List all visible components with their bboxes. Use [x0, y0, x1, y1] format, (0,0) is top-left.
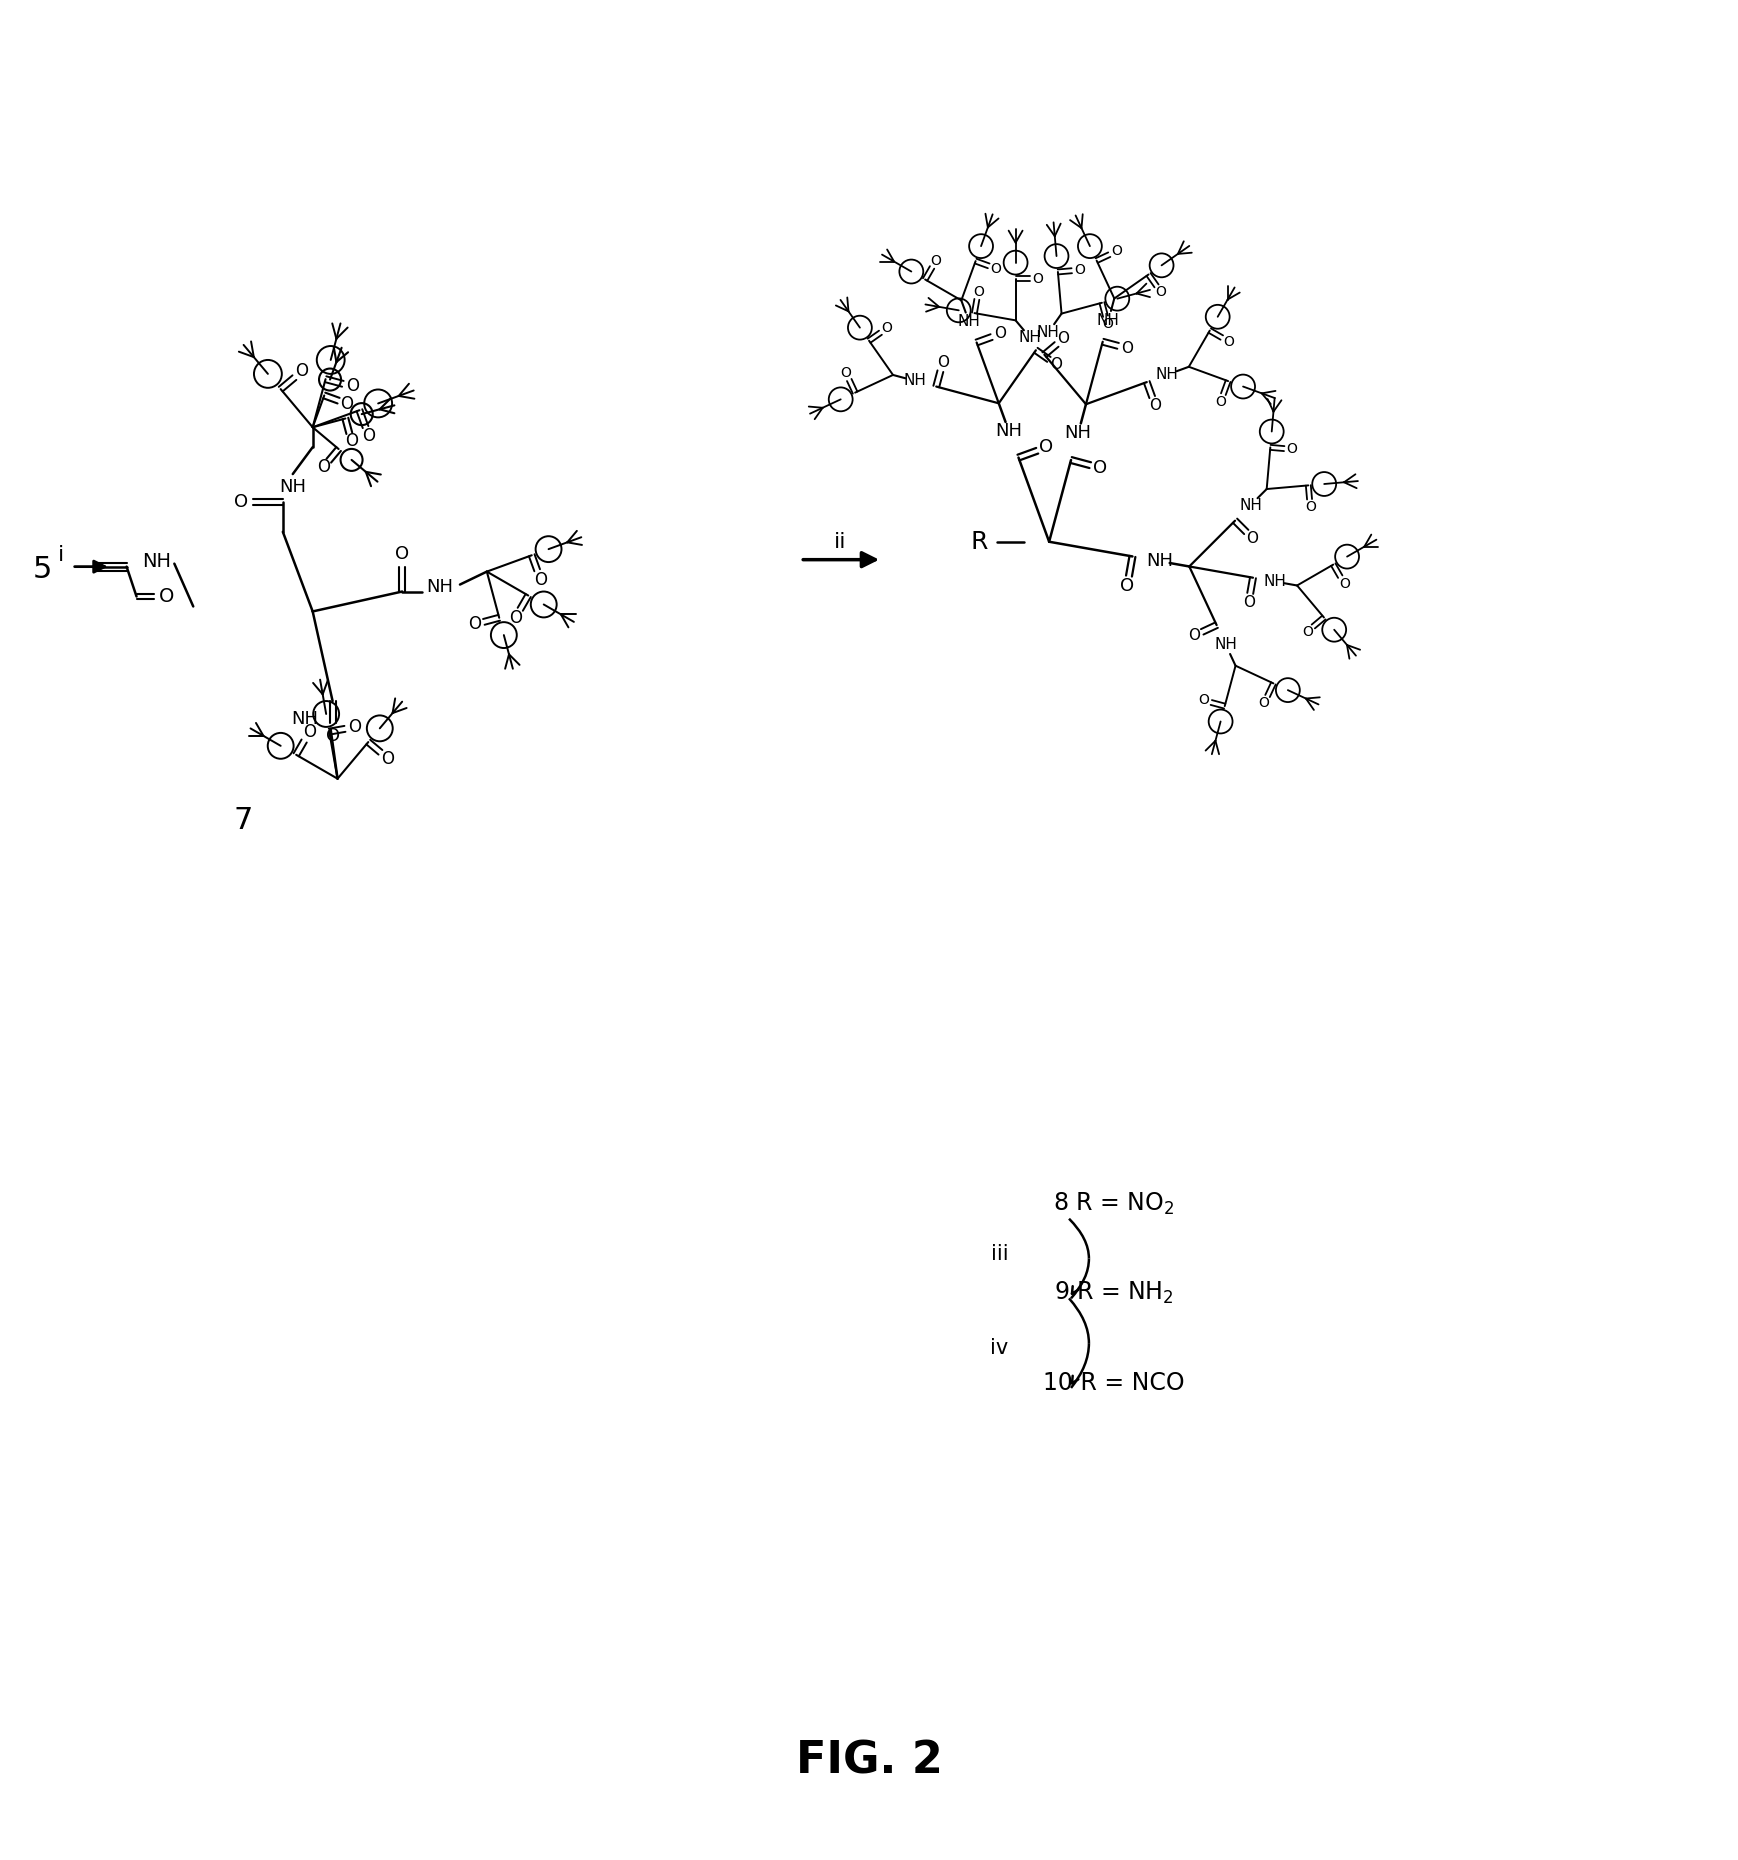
- Text: O: O: [509, 608, 521, 627]
- Text: O: O: [1057, 331, 1069, 346]
- Text: i: i: [57, 545, 64, 565]
- Text: O: O: [1050, 357, 1062, 372]
- Text: O: O: [295, 363, 309, 379]
- Text: O: O: [1189, 629, 1199, 644]
- Text: NH: NH: [1018, 331, 1041, 346]
- Text: NH: NH: [1215, 638, 1237, 653]
- Text: O: O: [1302, 625, 1312, 638]
- Text: O: O: [346, 432, 358, 450]
- Text: O: O: [994, 327, 1006, 342]
- Text: O: O: [937, 355, 949, 370]
- Text: NH: NH: [1065, 424, 1091, 443]
- Text: O: O: [382, 750, 395, 768]
- Text: O: O: [1156, 285, 1166, 299]
- Text: O: O: [302, 724, 316, 742]
- Text: NH: NH: [426, 578, 454, 595]
- Text: O: O: [1074, 262, 1085, 277]
- Text: NH: NH: [1147, 552, 1173, 571]
- Text: O: O: [1286, 443, 1298, 456]
- Text: O: O: [534, 571, 547, 588]
- Text: O: O: [348, 718, 362, 737]
- Text: O: O: [1197, 694, 1210, 707]
- Text: NH: NH: [1239, 498, 1262, 513]
- Text: NH: NH: [996, 422, 1022, 441]
- Text: O: O: [1102, 316, 1112, 331]
- Text: O: O: [363, 428, 375, 445]
- Text: O: O: [235, 493, 249, 512]
- Text: NH: NH: [292, 711, 318, 727]
- Text: O: O: [1305, 500, 1316, 513]
- Text: O: O: [468, 616, 481, 634]
- Text: NH: NH: [143, 552, 170, 571]
- Text: FIG. 2: FIG. 2: [796, 1739, 942, 1782]
- Text: O: O: [1121, 577, 1135, 595]
- Text: NH: NH: [1097, 312, 1119, 327]
- Text: 7: 7: [233, 805, 252, 835]
- Text: 9 R = NH$_2$: 9 R = NH$_2$: [1053, 1280, 1173, 1306]
- Text: NH: NH: [280, 478, 306, 497]
- Text: NH: NH: [904, 374, 926, 389]
- Text: O: O: [1111, 244, 1123, 259]
- Text: ii: ii: [834, 532, 846, 552]
- Text: 5: 5: [33, 554, 52, 584]
- Text: O: O: [395, 545, 410, 564]
- Text: O: O: [1338, 577, 1350, 590]
- Text: O: O: [973, 285, 984, 298]
- Text: NH: NH: [1038, 326, 1060, 340]
- Text: O: O: [1039, 439, 1053, 456]
- Text: O: O: [325, 727, 339, 744]
- Text: O: O: [1093, 459, 1107, 476]
- Text: O: O: [1258, 696, 1270, 711]
- Text: O: O: [1224, 335, 1234, 348]
- Text: NH: NH: [958, 314, 980, 329]
- Text: O: O: [1246, 530, 1258, 545]
- Text: O: O: [158, 588, 174, 606]
- Text: O: O: [1243, 595, 1255, 610]
- Text: O: O: [346, 378, 360, 396]
- Text: NH: NH: [1156, 366, 1178, 381]
- Text: 8 R = NO$_2$: 8 R = NO$_2$: [1053, 1190, 1175, 1216]
- Text: O: O: [1149, 398, 1161, 413]
- Text: O: O: [930, 253, 942, 268]
- Text: O: O: [841, 366, 852, 379]
- Text: iv: iv: [991, 1337, 1008, 1358]
- Text: O: O: [1215, 394, 1225, 409]
- Text: R: R: [972, 530, 989, 554]
- Text: O: O: [881, 322, 892, 335]
- Text: O: O: [1121, 340, 1133, 355]
- Text: O: O: [341, 394, 353, 413]
- Text: NH: NH: [1264, 575, 1286, 590]
- Text: O: O: [1032, 272, 1043, 286]
- Text: iii: iii: [991, 1244, 1008, 1263]
- Text: O: O: [991, 262, 1001, 275]
- Text: O: O: [316, 458, 330, 476]
- Text: 10 R = NCO: 10 R = NCO: [1043, 1371, 1185, 1395]
